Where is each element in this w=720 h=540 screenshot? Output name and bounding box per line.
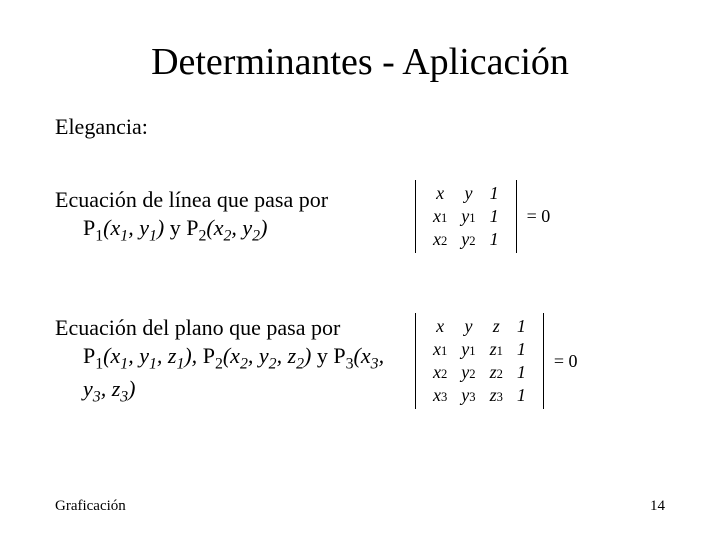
line-rhs: = 0 — [517, 206, 551, 227]
plane-rhs: = 0 — [544, 351, 578, 372]
line-matrix: xy1x1y11x2y21 — [426, 182, 506, 251]
subtitle: Elegancia: — [55, 114, 665, 140]
footer-left: Graficación — [55, 498, 126, 515]
plane-determinant: xyz1x1y1z11x2y2z21x3y3z31 = 0 — [415, 313, 578, 409]
plane-equation-text: Ecuación del plano que pasa por P1(x1, y… — [55, 314, 385, 409]
plane-lead: Ecuación del plano que pasa por — [55, 315, 340, 340]
line-determinant: xy1x1y11x2y21 = 0 — [415, 180, 550, 253]
line-equation-section: Ecuación de línea que pasa por P1(x1, y1… — [55, 180, 665, 253]
plane-equation-section: Ecuación del plano que pasa por P1(x1, y… — [55, 313, 665, 409]
plane-points: P1(x1, y1, z1), P2(x2, y2, z2) y P3(x3, … — [55, 342, 385, 408]
slide-title: Determinantes - Aplicación — [55, 40, 665, 84]
line-lead: Ecuación de línea que pasa por — [55, 187, 328, 212]
footer-page: 14 — [650, 498, 665, 515]
line-points: P1(x1, y1) y P2(x2, y2) — [55, 214, 385, 247]
footer: Graficación 14 — [55, 498, 665, 515]
plane-matrix: xyz1x1y1z11x2y2z21x3y3z31 — [426, 315, 533, 407]
line-equation-text: Ecuación de línea que pasa por P1(x1, y1… — [55, 186, 385, 248]
